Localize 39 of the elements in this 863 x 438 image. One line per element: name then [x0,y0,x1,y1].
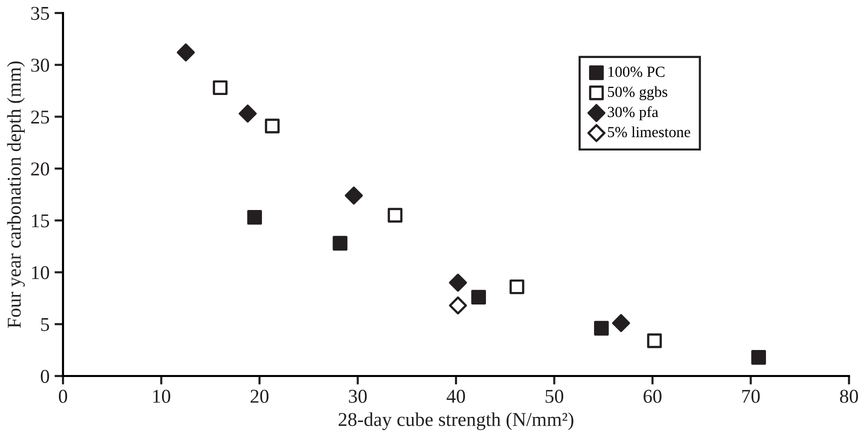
point [510,279,524,294]
point [238,104,257,123]
legend-label: 30% pfa [608,106,658,120]
x-tick-label: 60 [644,390,662,403]
point [212,80,228,96]
point [751,350,766,365]
legend-label: 50% ggbs [608,86,668,100]
point [247,210,262,225]
y-tick-label: 15 [32,214,50,228]
x-tick-label: 80 [840,390,858,403]
x-axis-title: 28-day cube strength (N/mm²) [338,412,574,430]
x-tick-label: 70 [742,390,760,403]
point [344,186,363,205]
x-tick-label: 20 [250,390,268,403]
y-axis-title: Four year carbonation depth (mm) [7,61,25,328]
y-tick-label: 5 [41,318,50,332]
y-tick-label: 25 [31,110,50,124]
point [448,274,467,292]
x-tick-label: 40 [446,390,465,403]
y-tick-label: 0 [40,370,50,383]
x-tick-label: 30 [348,390,367,403]
point [612,314,630,332]
point [388,208,402,223]
point [471,290,486,305]
y-tick-label: 35 [31,6,50,20]
x-tick-label: 10 [153,390,170,403]
point [448,296,467,314]
x-tick-label: 50 [546,390,564,403]
point [647,333,662,348]
point [176,43,195,62]
legend-label: 100% PC [608,66,664,77]
y-tick-label: 30 [31,58,50,72]
y-tick-label: 10 [32,266,50,280]
point [264,118,280,134]
y-tick-label: 20 [31,162,50,176]
x-tick-label: 0 [58,390,68,403]
point [332,236,348,251]
legend-label: 5% limestone [608,126,690,138]
point [594,320,609,336]
